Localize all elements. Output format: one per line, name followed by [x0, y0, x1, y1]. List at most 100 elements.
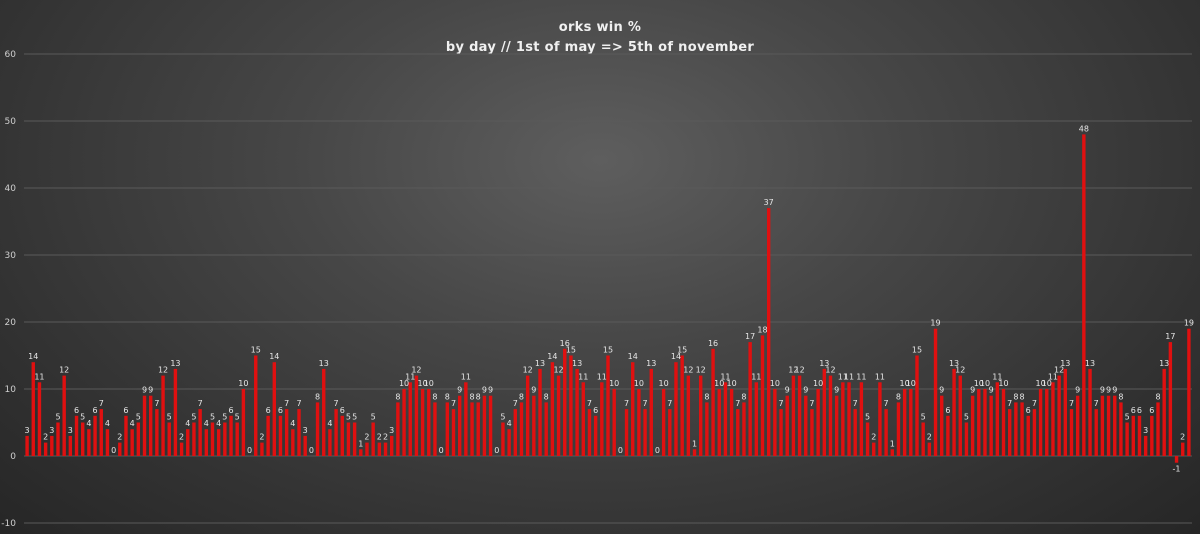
- data-label: 8: [1118, 392, 1123, 401]
- bar: [315, 402, 320, 456]
- data-label: 5: [500, 413, 505, 422]
- data-label: 7: [643, 399, 648, 408]
- chart-title-block: orks win % by day // 1st of may => 5th o…: [0, 18, 1200, 58]
- data-label: 9: [1075, 386, 1080, 395]
- data-label: 13: [535, 359, 545, 368]
- data-label: 9: [803, 386, 808, 395]
- bar: [365, 442, 369, 456]
- data-label: 5: [191, 413, 196, 422]
- data-label: 13: [1060, 359, 1070, 368]
- data-label: 4: [290, 419, 295, 428]
- data-label: 7: [1069, 399, 1074, 408]
- data-label: 6: [340, 406, 345, 415]
- data-label: 15: [251, 346, 261, 355]
- bar: [1075, 395, 1080, 456]
- bar: [624, 409, 629, 456]
- data-label: 19: [930, 319, 940, 328]
- bar: [62, 375, 66, 456]
- data-label: 5: [222, 413, 227, 422]
- data-label: 1: [692, 439, 697, 448]
- bar: [847, 382, 851, 456]
- data-label: 10: [418, 379, 428, 388]
- bar: [1100, 395, 1105, 456]
- data-label: 9: [785, 386, 790, 395]
- bar: [927, 442, 932, 456]
- y-tick-label: 40: [5, 184, 17, 194]
- data-label: 7: [198, 399, 203, 408]
- bar: [791, 375, 796, 456]
- bar: [865, 422, 870, 456]
- bar: [272, 362, 276, 456]
- bar: [322, 368, 326, 456]
- data-label: 9: [457, 386, 462, 395]
- bar: [25, 435, 29, 456]
- bar: [371, 422, 375, 456]
- bar: [1094, 409, 1098, 456]
- data-label: 2: [43, 433, 48, 442]
- data-label: 3: [389, 426, 394, 435]
- data-label: 11: [856, 372, 866, 381]
- bar: [606, 355, 610, 456]
- data-label: 1: [890, 439, 895, 448]
- data-label: 7: [334, 399, 339, 408]
- bar: [748, 342, 752, 456]
- data-label: 8: [315, 392, 320, 401]
- bar: [859, 382, 864, 456]
- bar: [124, 415, 128, 456]
- data-label: 10: [609, 379, 619, 388]
- data-label: 13: [572, 359, 582, 368]
- data-label: 0: [618, 446, 623, 455]
- data-label: 12: [1054, 366, 1064, 375]
- data-label: 10: [998, 379, 1008, 388]
- bar: [173, 368, 178, 456]
- bar: [680, 355, 684, 456]
- bar: [1131, 415, 1135, 456]
- data-label: 0: [494, 446, 499, 455]
- data-label: 10: [1042, 379, 1052, 388]
- y-tick-label: 20: [5, 318, 17, 328]
- data-label: 10: [980, 379, 990, 388]
- data-label: 11: [1048, 372, 1058, 381]
- bar: [754, 382, 759, 456]
- data-label: 13: [1159, 359, 1169, 368]
- data-label: 7: [513, 399, 518, 408]
- data-label: 2: [259, 433, 264, 442]
- data-label: 8: [1020, 392, 1025, 401]
- data-label: 13: [646, 359, 656, 368]
- bar: [390, 435, 394, 456]
- data-label: 7: [809, 399, 814, 408]
- bar: [408, 382, 412, 456]
- bar: [130, 429, 134, 456]
- bar: [167, 422, 171, 456]
- bar: [742, 402, 746, 456]
- data-label: 6: [945, 406, 950, 415]
- bar: [377, 442, 382, 456]
- bar: [359, 449, 363, 456]
- data-label: 0: [655, 446, 660, 455]
- bar: [179, 442, 184, 456]
- bar: [909, 389, 913, 456]
- data-label: 6: [278, 406, 283, 415]
- bar: [501, 422, 505, 456]
- bar: [216, 429, 221, 456]
- bar: [1143, 435, 1148, 456]
- bar: [1032, 409, 1037, 456]
- data-label: 6: [593, 406, 598, 415]
- data-label: 12: [955, 366, 965, 375]
- bar: [482, 395, 487, 456]
- bar: [884, 409, 888, 456]
- bar: [822, 368, 826, 456]
- data-label: 11: [405, 372, 415, 381]
- data-label: 4: [216, 419, 221, 428]
- data-label: 5: [964, 413, 969, 422]
- bar: [198, 409, 202, 456]
- data-label: 8: [704, 392, 709, 401]
- bar: [161, 375, 165, 456]
- data-label: 10: [634, 379, 644, 388]
- bar: [581, 382, 585, 456]
- bar: [210, 422, 215, 456]
- data-label: 2: [179, 433, 184, 442]
- data-label: 8: [1013, 392, 1018, 401]
- data-label: 18: [757, 325, 767, 334]
- bar: [841, 382, 845, 456]
